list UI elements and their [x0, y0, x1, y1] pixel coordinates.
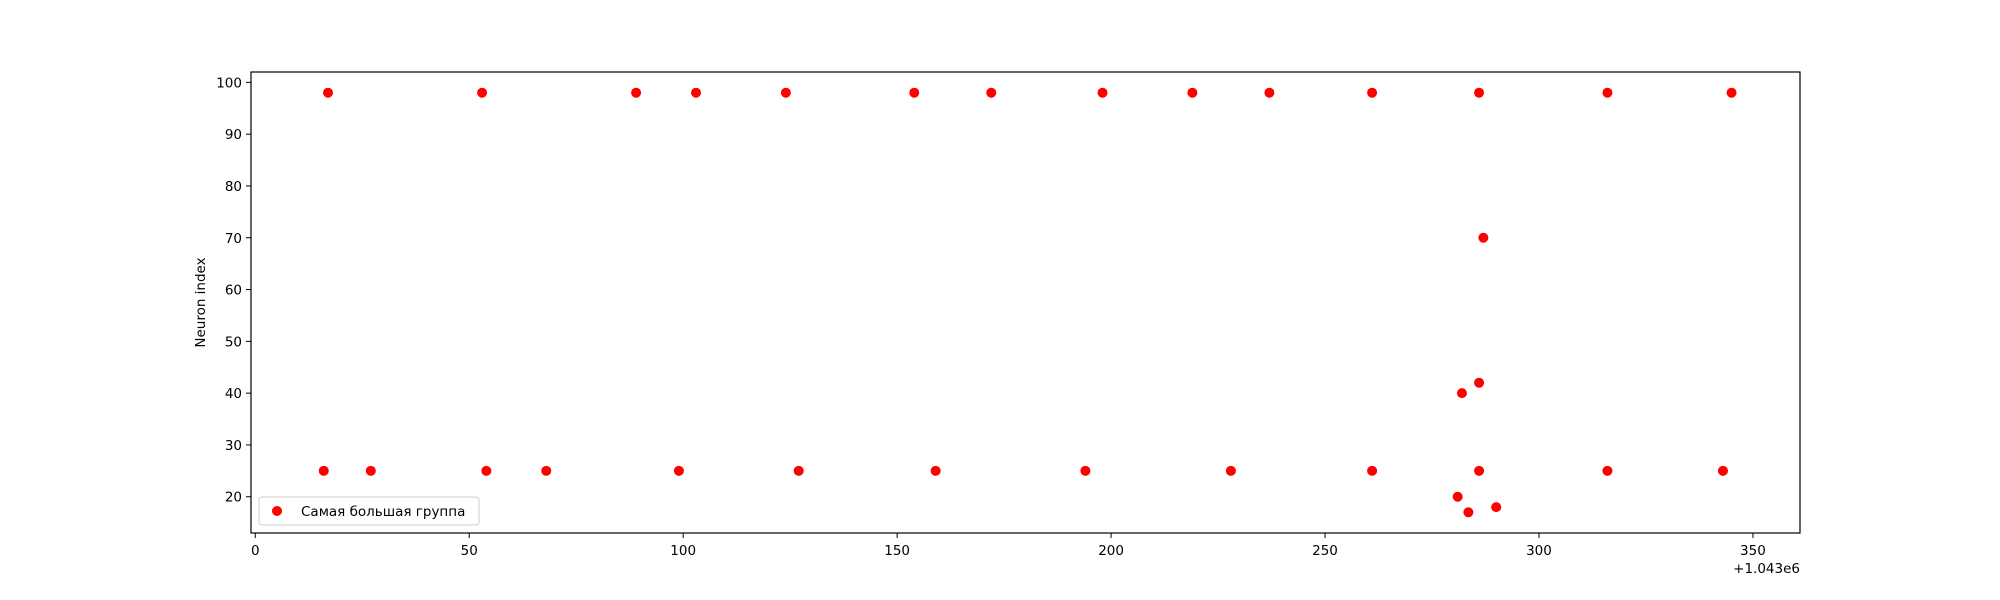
- data-point: [318, 465, 329, 476]
- legend-marker: [272, 506, 282, 516]
- x-tick-label: 300: [1526, 543, 1552, 559]
- legend: Самая большая группа: [258, 496, 480, 526]
- legend-box: [258, 496, 480, 526]
- data-point: [1474, 465, 1485, 476]
- data-point: [631, 87, 642, 98]
- data-point: [793, 465, 804, 476]
- y-tick-label: 20: [225, 490, 242, 506]
- plot-frame: [250, 71, 1801, 534]
- data-point: [1602, 465, 1613, 476]
- data-point: [930, 465, 941, 476]
- y-tick-label: 90: [225, 127, 242, 143]
- y-tick-label: 100: [216, 75, 242, 91]
- data-point: [1474, 377, 1485, 388]
- x-tick-label: 150: [884, 543, 910, 559]
- data-point: [1264, 87, 1275, 98]
- marks-layer: [318, 87, 1737, 518]
- data-point: [1367, 465, 1378, 476]
- data-point: [1717, 465, 1728, 476]
- x-tick-label: 250: [1312, 543, 1338, 559]
- data-point: [1187, 87, 1198, 98]
- data-point: [1478, 232, 1489, 243]
- x-axis: 0 50 100 150 200 250 300 350: [251, 533, 1766, 559]
- data-point: [673, 465, 684, 476]
- data-point: [1367, 87, 1378, 98]
- y-tick-label: 30: [225, 438, 242, 454]
- data-point: [1456, 388, 1467, 399]
- x-offset-label: +1.043e6: [1733, 561, 1800, 577]
- data-point: [780, 87, 791, 98]
- y-tick-label: 40: [225, 386, 242, 402]
- x-tick-label: 0: [251, 543, 260, 559]
- data-point: [1474, 87, 1485, 98]
- data-point: [481, 465, 492, 476]
- x-tick-label: 100: [670, 543, 696, 559]
- data-point: [909, 87, 920, 98]
- data-point: [1097, 87, 1108, 98]
- y-tick-label: 80: [225, 179, 242, 195]
- data-point: [986, 87, 997, 98]
- y-tick-label: 50: [225, 334, 242, 350]
- data-point: [541, 465, 552, 476]
- y-axis-label: Neuron index: [193, 257, 209, 347]
- y-tick-label: 70: [225, 231, 242, 247]
- data-point: [1602, 87, 1613, 98]
- y-axis: 20 30 40 50 60 70 80 90 100: [216, 75, 251, 506]
- legend-label: Самая большая группа: [301, 504, 465, 520]
- data-point: [323, 87, 334, 98]
- data-point: [1080, 465, 1091, 476]
- data-point: [1452, 491, 1463, 502]
- data-point: [477, 87, 488, 98]
- data-point: [691, 87, 702, 98]
- data-point: [1463, 507, 1474, 518]
- x-tick-label: 350: [1740, 543, 1766, 559]
- y-tick-label: 60: [225, 283, 242, 299]
- data-point: [365, 465, 376, 476]
- data-point: [1225, 465, 1236, 476]
- x-tick-label: 200: [1098, 543, 1124, 559]
- data-point: [1491, 502, 1502, 513]
- data-point: [1726, 87, 1737, 98]
- x-tick-label: 50: [461, 543, 478, 559]
